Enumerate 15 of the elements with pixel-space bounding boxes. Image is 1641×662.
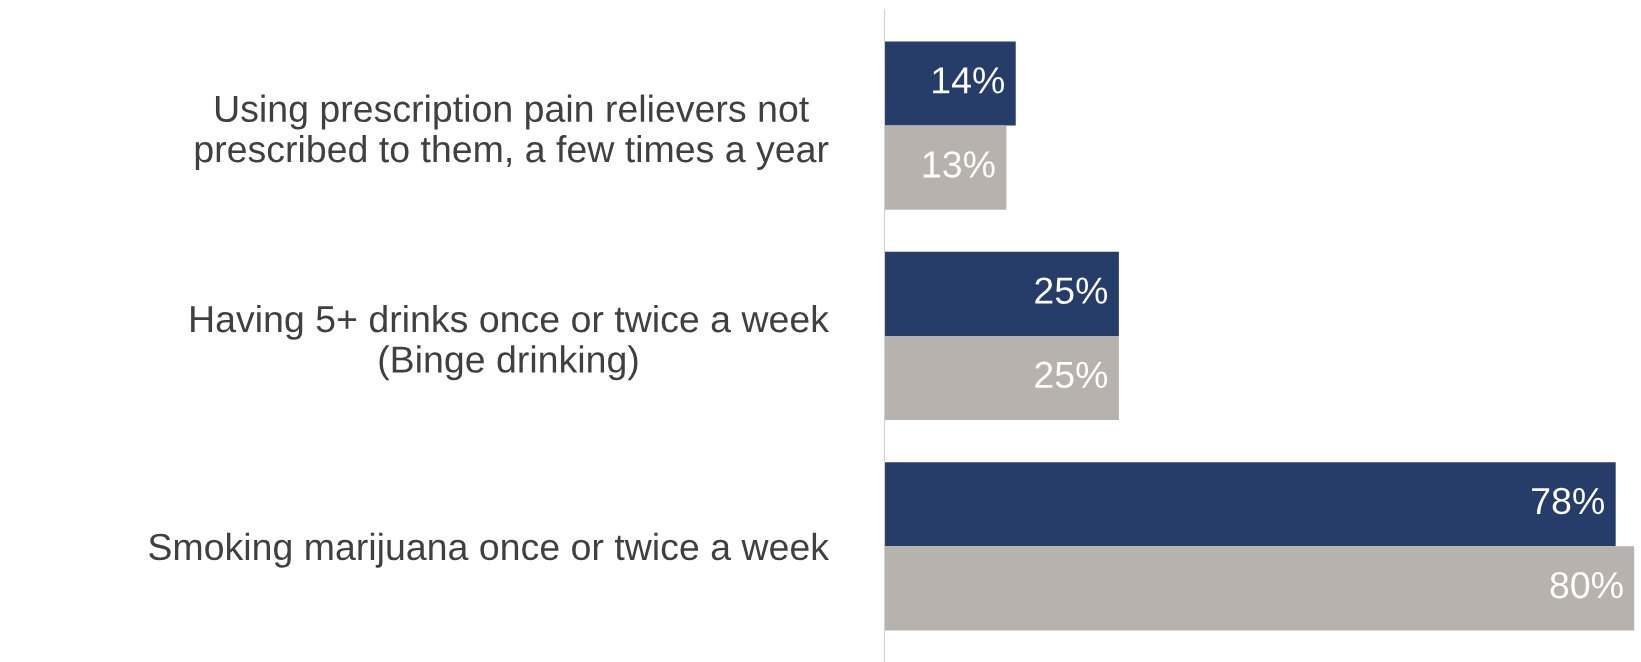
bar bbox=[884, 335, 1119, 421]
bar bbox=[884, 41, 1016, 126]
y-tick-label: Smoking marijuana once or twice a week bbox=[149, 532, 830, 568]
data-label: 25% bbox=[1035, 277, 1108, 304]
y-tick-label: Using prescription pain relievers not prescribed to them, a few times a year bbox=[195, 94, 829, 170]
data-label: 80% bbox=[1550, 571, 1623, 599]
bar bbox=[884, 546, 1635, 631]
bar bbox=[884, 125, 1007, 210]
data-label: 13% bbox=[923, 151, 995, 178]
data-label: 25% bbox=[1035, 361, 1108, 389]
data-label: 14% bbox=[933, 67, 1004, 94]
bar bbox=[884, 462, 1616, 547]
data-label: 78% bbox=[1532, 487, 1604, 515]
bar bbox=[884, 251, 1119, 336]
y-tick-label: Having 5+ drinks once or twice a week (Binge drinking) bbox=[191, 304, 830, 381]
